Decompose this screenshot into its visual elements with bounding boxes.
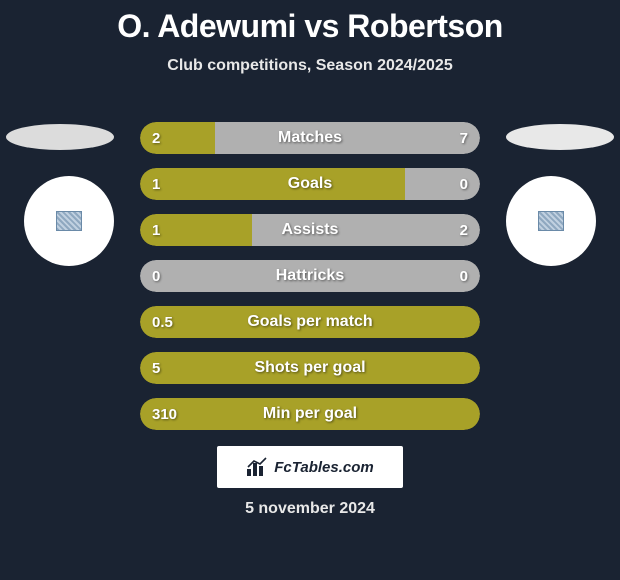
stat-row: 5Shots per goal [140, 352, 480, 384]
stat-label: Goals per match [140, 306, 480, 338]
stat-label: Hattricks [140, 260, 480, 292]
page-subtitle: Club competitions, Season 2024/2025 [0, 57, 620, 75]
stat-label: Shots per goal [140, 352, 480, 384]
stats-container: 27Matches 10Goals 12Assists 00Hattricks 0.5G… [140, 122, 480, 444]
crest-placeholder-icon [538, 211, 564, 231]
stat-row: 10Goals [140, 168, 480, 200]
stat-row: 12Assists [140, 214, 480, 246]
player-ellipse-left [6, 124, 114, 150]
stat-row: 27Matches [140, 122, 480, 154]
stat-label: Assists [140, 214, 480, 246]
stat-label: Min per goal [140, 398, 480, 430]
footer-brand-text: FcTables.com [274, 459, 373, 476]
footer-brand-badge: FcTables.com [217, 446, 403, 488]
bars-icon [246, 457, 268, 477]
footer-date: 5 november 2024 [0, 500, 620, 518]
crest-placeholder-icon [56, 211, 82, 231]
club-crest-left [24, 176, 114, 266]
stat-row: 310Min per goal [140, 398, 480, 430]
page-title: O. Adewumi vs Robertson [0, 0, 620, 45]
stat-label: Goals [140, 168, 480, 200]
club-crest-right [506, 176, 596, 266]
player-ellipse-right [506, 124, 614, 150]
stat-row: 00Hattricks [140, 260, 480, 292]
stat-row: 0.5Goals per match [140, 306, 480, 338]
stat-label: Matches [140, 122, 480, 154]
